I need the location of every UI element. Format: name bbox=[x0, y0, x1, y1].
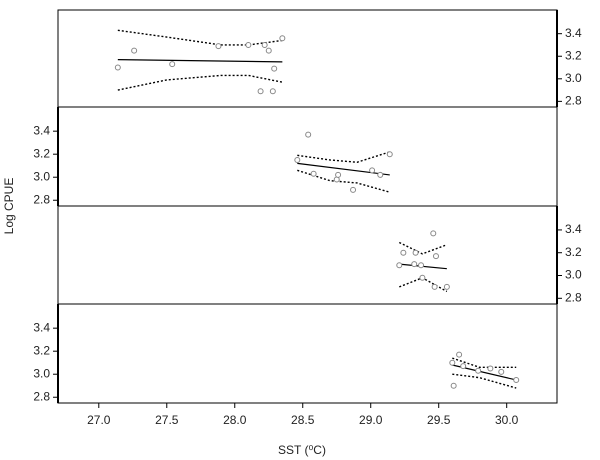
data-point bbox=[430, 230, 437, 237]
y-tick-label: 3.4 bbox=[33, 123, 50, 137]
confidence-lower bbox=[452, 373, 517, 389]
panel-frame bbox=[57, 205, 558, 305]
y-tick-label: 3.4 bbox=[33, 320, 50, 334]
y-tick-label: 3.2 bbox=[565, 245, 582, 259]
y-tick-label: 3.2 bbox=[565, 48, 582, 62]
data-point bbox=[498, 368, 505, 375]
data-point bbox=[456, 351, 463, 358]
fit-line bbox=[297, 162, 390, 176]
x-axis-label: SST (⁰C) bbox=[278, 443, 326, 457]
data-point bbox=[335, 171, 342, 178]
panel-frame bbox=[57, 9, 558, 108]
y-tick-label: 2.8 bbox=[33, 389, 50, 403]
y-tick-label: 3.0 bbox=[33, 169, 50, 183]
data-point bbox=[513, 376, 520, 383]
data-point bbox=[350, 186, 357, 193]
data-point bbox=[131, 47, 138, 54]
y-tick-label: 3.2 bbox=[33, 146, 50, 160]
data-point bbox=[443, 283, 450, 290]
data-point bbox=[265, 47, 272, 54]
x-tick-label: 27.0 bbox=[87, 413, 111, 427]
y-axis-label: Log CPUE bbox=[2, 178, 16, 235]
data-point bbox=[294, 156, 301, 163]
data-point bbox=[215, 43, 222, 50]
y-tick-label: 3.0 bbox=[565, 268, 582, 282]
data-point bbox=[418, 262, 425, 269]
x-tick-label: 27.5 bbox=[155, 413, 179, 427]
y-tick-label: 3.0 bbox=[33, 366, 50, 380]
data-point bbox=[432, 253, 439, 260]
data-point bbox=[369, 167, 376, 174]
x-tick-label: 30.0 bbox=[495, 413, 519, 427]
data-point bbox=[261, 41, 268, 48]
y-tick-label: 3.2 bbox=[33, 343, 50, 357]
data-point bbox=[310, 170, 317, 177]
data-point bbox=[279, 35, 286, 42]
y-tick-label: 3.4 bbox=[565, 26, 582, 40]
data-point bbox=[257, 88, 264, 95]
data-point bbox=[412, 249, 419, 256]
x-tick-label: 29.0 bbox=[359, 413, 383, 427]
y-tick-label: 2.8 bbox=[565, 290, 582, 304]
data-point bbox=[305, 131, 312, 138]
data-point bbox=[271, 65, 278, 72]
confidence-upper bbox=[398, 241, 448, 255]
data-point bbox=[411, 261, 418, 268]
panel-frame bbox=[57, 303, 558, 404]
confidence-upper bbox=[297, 151, 390, 163]
data-point bbox=[377, 171, 384, 178]
data-point bbox=[449, 359, 456, 366]
data-point bbox=[487, 365, 494, 372]
x-tick-label: 29.5 bbox=[427, 413, 451, 427]
fit-line bbox=[117, 59, 283, 63]
data-point bbox=[169, 61, 176, 68]
data-point bbox=[114, 64, 121, 71]
x-tick-label: 28.0 bbox=[223, 413, 247, 427]
data-point bbox=[386, 151, 393, 158]
x-tick-label: 28.5 bbox=[291, 413, 315, 427]
panel-frame bbox=[57, 106, 558, 207]
data-point bbox=[269, 88, 276, 95]
data-point bbox=[396, 262, 403, 269]
confidence-lower bbox=[117, 74, 283, 91]
data-point bbox=[475, 367, 482, 374]
confidence-upper bbox=[452, 357, 517, 369]
y-tick-label: 3.4 bbox=[565, 222, 582, 236]
y-tick-label: 2.8 bbox=[33, 192, 50, 206]
y-tick-label: 3.0 bbox=[565, 71, 582, 85]
data-point bbox=[450, 382, 457, 389]
confidence-upper bbox=[117, 29, 283, 46]
y-tick-label: 2.8 bbox=[565, 94, 582, 108]
data-point bbox=[400, 249, 407, 256]
data-point bbox=[419, 274, 426, 281]
data-point bbox=[245, 41, 252, 48]
data-point bbox=[431, 283, 438, 290]
data-point bbox=[460, 363, 467, 370]
